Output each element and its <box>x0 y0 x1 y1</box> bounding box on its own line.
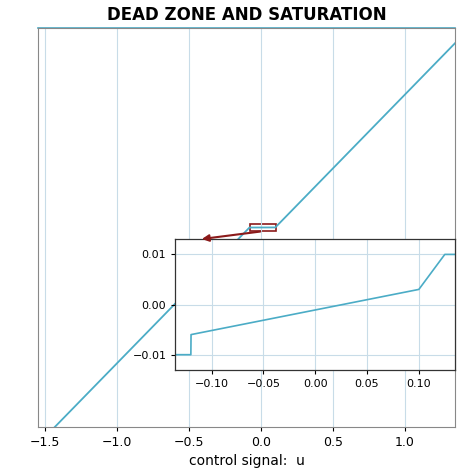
X-axis label: control signal:  u: control signal: u <box>189 454 304 468</box>
Title: DEAD ZONE AND SATURATION: DEAD ZONE AND SATURATION <box>107 6 386 24</box>
Bar <box>250 224 276 231</box>
